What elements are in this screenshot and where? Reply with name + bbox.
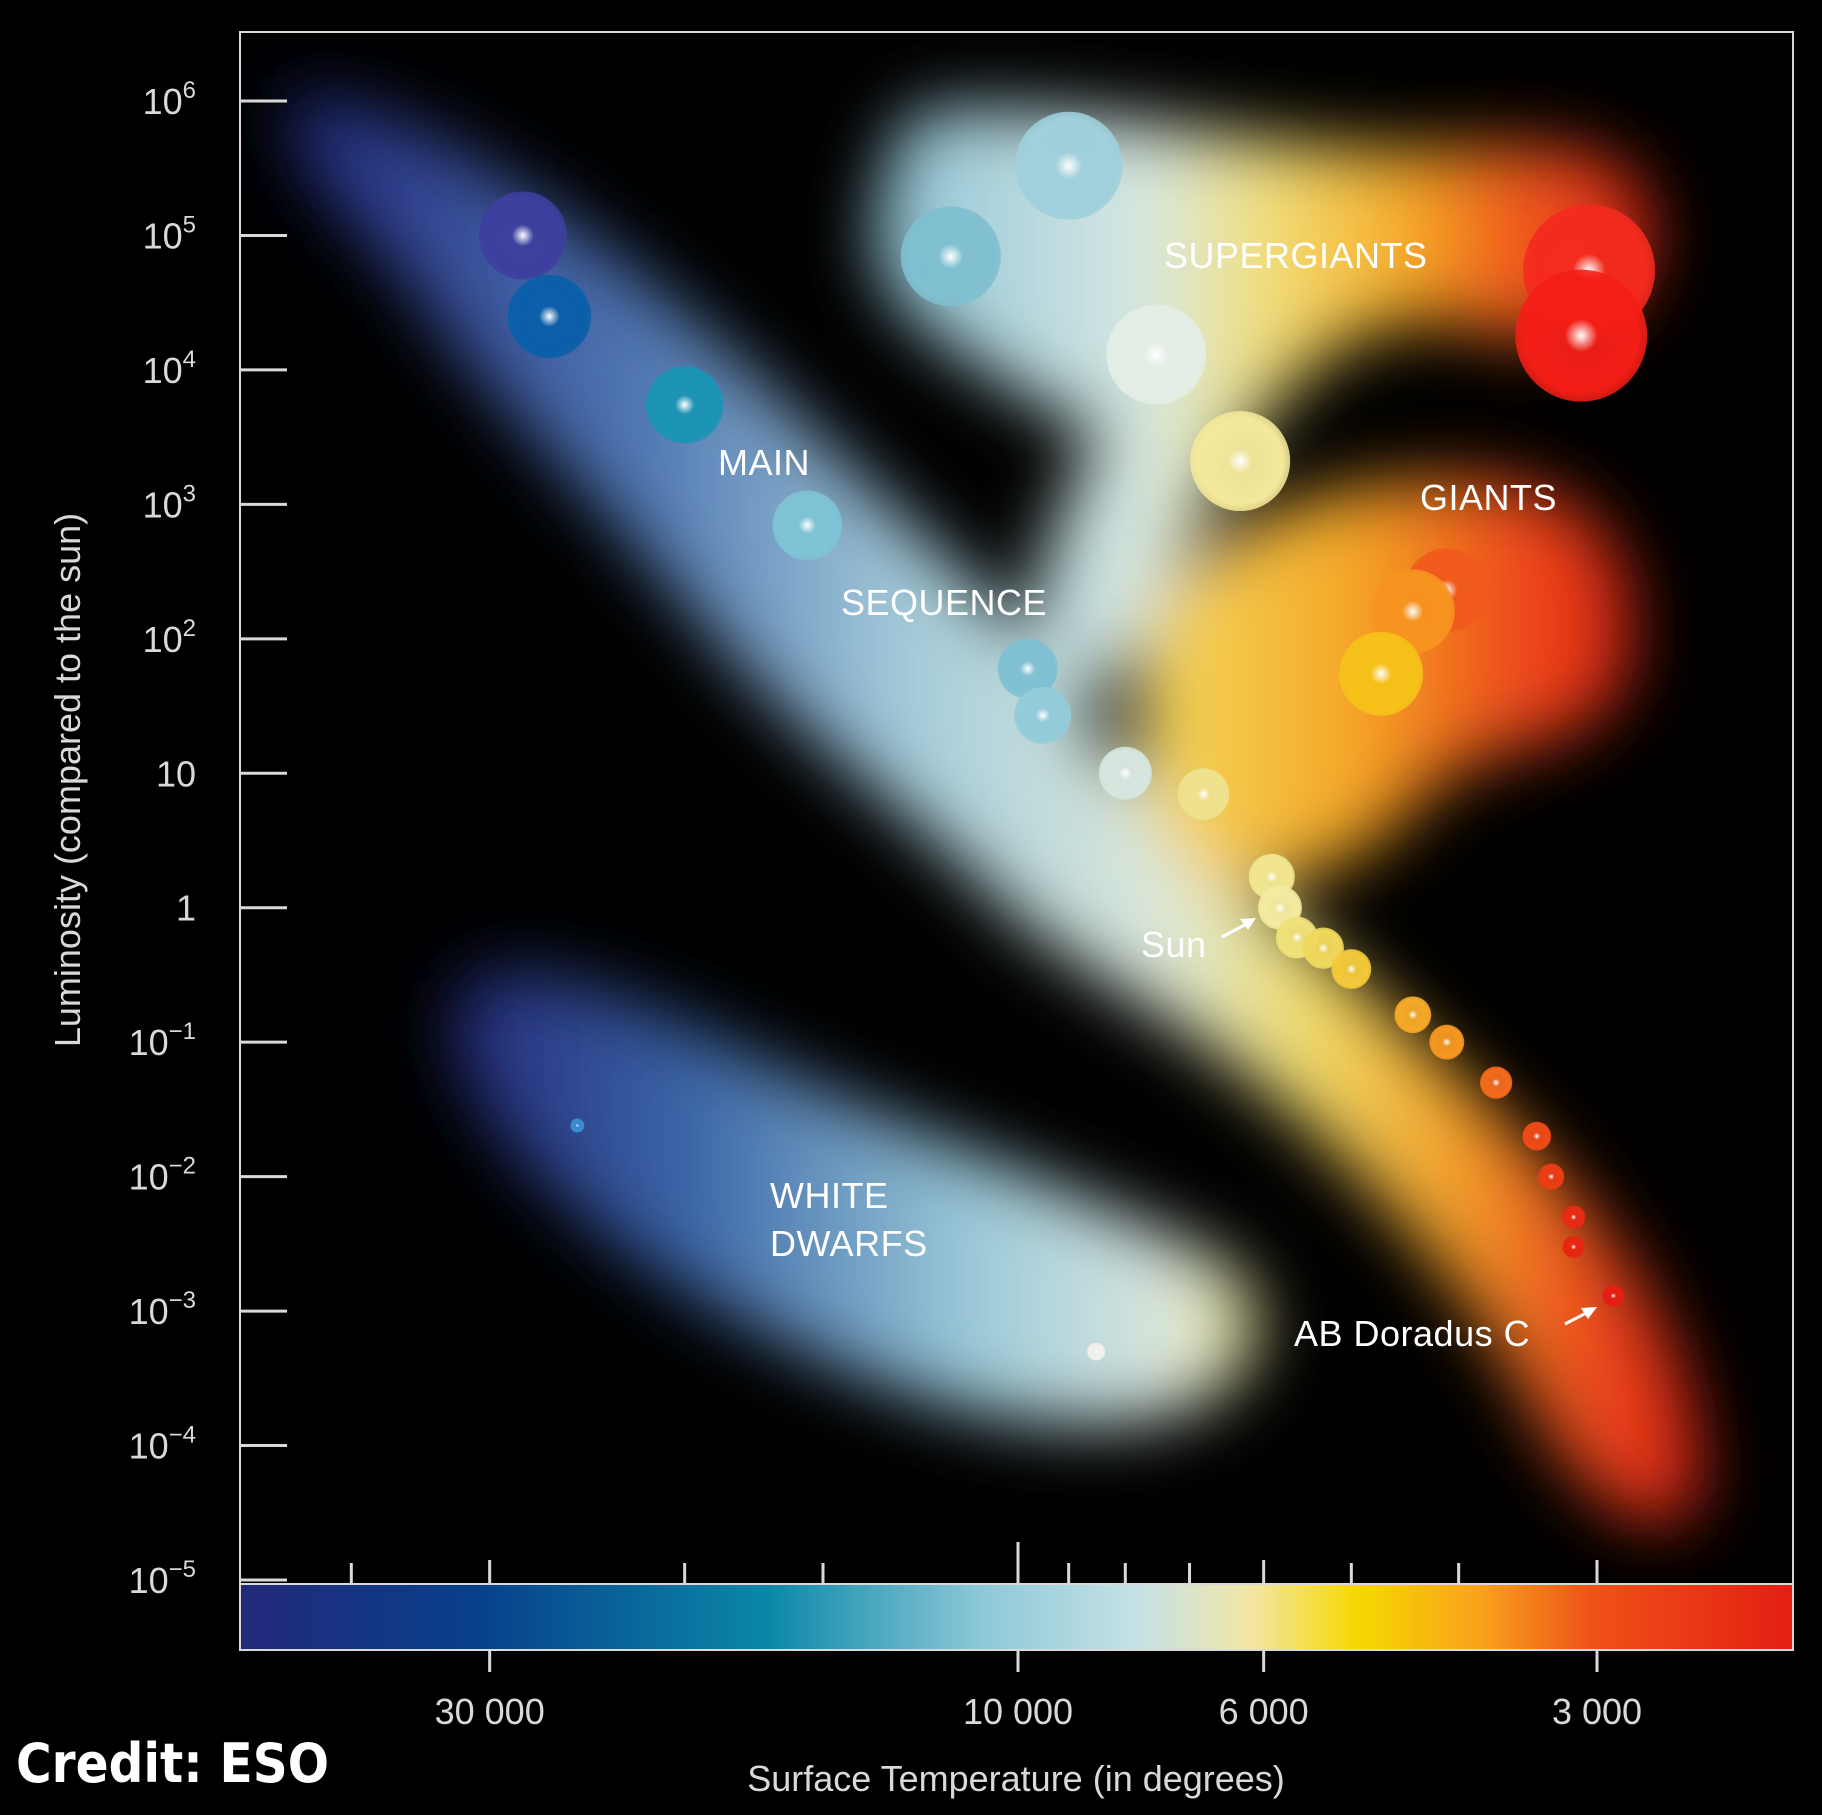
star-main-sequence bbox=[1429, 1024, 1465, 1060]
star-main-sequence bbox=[1479, 1066, 1513, 1099]
star-main-sequence bbox=[772, 490, 843, 560]
star-main-sequence bbox=[1522, 1121, 1552, 1151]
y-tick-label: 10−1 bbox=[129, 1018, 196, 1063]
star-main-sequence bbox=[1562, 1235, 1585, 1258]
stars bbox=[478, 111, 1656, 1361]
star-main-sequence bbox=[1602, 1284, 1625, 1307]
y-tick-label: 10 bbox=[156, 753, 196, 794]
star-main-sequence bbox=[1561, 1205, 1586, 1229]
y-tick-label: 10−4 bbox=[129, 1422, 196, 1467]
x-tick-label: 10 000 bbox=[963, 1691, 1073, 1732]
label-dwarfs: DWARFS bbox=[770, 1223, 928, 1264]
star-main-sequence bbox=[507, 274, 592, 359]
y-tick-label: 10−3 bbox=[129, 1287, 196, 1332]
star-main-sequence bbox=[1098, 746, 1152, 800]
y-axis-title: Luminosity (compared to the sun) bbox=[47, 513, 88, 1047]
annotation-sun: Sun bbox=[1141, 924, 1207, 965]
annotations: Sun AB Doradus C bbox=[1141, 918, 1597, 1354]
white-dwarfs-band bbox=[451, 971, 1258, 1425]
star-main-sequence bbox=[645, 365, 724, 444]
y-tick-label: 10−5 bbox=[129, 1556, 196, 1601]
star-main-sequence bbox=[1014, 686, 1072, 744]
star-main-sequence bbox=[997, 638, 1058, 699]
credit-text: Credit: ESO bbox=[16, 1732, 329, 1795]
y-tick-label: 105 bbox=[143, 211, 196, 256]
label-main: MAIN bbox=[718, 442, 810, 483]
temperature-color-bar bbox=[239, 1583, 1794, 1651]
x-tick-label: 30 000 bbox=[435, 1691, 545, 1732]
x-tick-label: 6 000 bbox=[1219, 1691, 1309, 1732]
region-glows bbox=[287, 95, 1701, 1524]
star-supergiants bbox=[900, 206, 1001, 307]
y-tick-label: 104 bbox=[143, 346, 196, 391]
star-main-sequence bbox=[1331, 949, 1372, 989]
star-main-sequence bbox=[1177, 768, 1230, 820]
x-axis-title: Surface Temperature (in degrees) bbox=[747, 1758, 1285, 1799]
y-tick-label: 10−2 bbox=[129, 1153, 196, 1198]
sun-arrow-head bbox=[1240, 918, 1256, 930]
star-supergiants bbox=[1106, 304, 1207, 405]
label-white: WHITE bbox=[770, 1175, 888, 1216]
star-supergiants bbox=[1014, 111, 1123, 220]
x-tick-label: 3 000 bbox=[1552, 1691, 1642, 1732]
y-tick-label: 102 bbox=[143, 615, 196, 660]
supergiants-band bbox=[874, 108, 1651, 702]
y-tick-label: 106 bbox=[143, 77, 196, 122]
star-giants bbox=[1370, 569, 1455, 654]
y-tick-label: 1 bbox=[176, 888, 196, 929]
region-labels: MAIN SEQUENCE SUPERGIANTS GIANTS WHITE D… bbox=[718, 235, 1557, 1264]
label-giants: GIANTS bbox=[1420, 477, 1557, 518]
star-main-sequence bbox=[1538, 1163, 1565, 1190]
star-white-dwarfs bbox=[570, 1118, 585, 1133]
ab-doradus-arrow-head bbox=[1581, 1307, 1597, 1319]
star-giants bbox=[1339, 631, 1424, 716]
star-main-sequence bbox=[1302, 927, 1344, 969]
x-axis: 30 000 10 000 6 000 3 000 bbox=[349, 1542, 1642, 1732]
y-tick-label: 103 bbox=[143, 480, 196, 525]
star-main-sequence bbox=[478, 191, 567, 280]
annotation-ab-doradus-c: AB Doradus C bbox=[1294, 1313, 1530, 1354]
main-sequence-band bbox=[287, 95, 1701, 1524]
star-supergiants bbox=[1190, 411, 1291, 512]
star-white-dwarfs bbox=[1087, 1342, 1106, 1361]
label-supergiants: SUPERGIANTS bbox=[1164, 235, 1428, 276]
star-main-sequence bbox=[1394, 996, 1432, 1034]
label-sequence: SEQUENCE bbox=[841, 582, 1047, 623]
star-supergiants bbox=[1515, 269, 1648, 402]
